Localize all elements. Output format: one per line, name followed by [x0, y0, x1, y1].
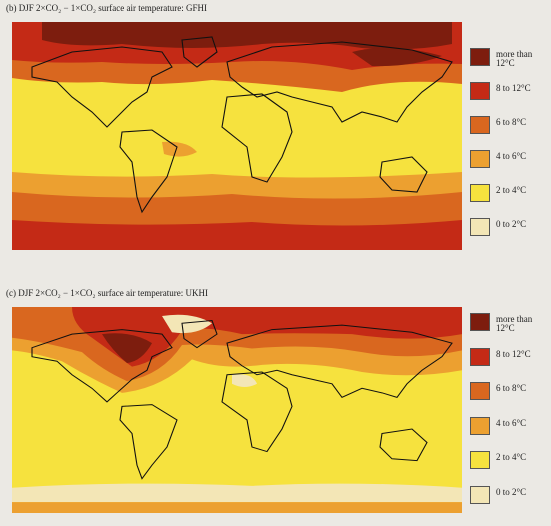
map-ukhi [12, 307, 462, 513]
legend-swatch [470, 451, 490, 470]
legend-label: 2 to 4°C [496, 452, 527, 463]
legend-label: 8 to 12°C [496, 348, 531, 359]
legend-label: 2 to 4°C [496, 185, 527, 195]
legend-swatch [470, 48, 490, 66]
legend-label: 6 to 8°C [496, 383, 527, 394]
legend-swatch [470, 382, 490, 401]
legend-label: more than 12°C [496, 314, 533, 333]
map-gfhi [12, 22, 462, 250]
legend-swatch [470, 486, 490, 504]
legend-label: 0 to 2°C [496, 219, 527, 229]
legend-label: 4 to 6°C [496, 151, 527, 161]
legend-swatch [470, 150, 490, 168]
legend-swatch [470, 184, 490, 202]
panel-title: (c) DJF 2×CO₂ − 1×CO₂ surface air temper… [6, 288, 208, 298]
legend-swatch [470, 82, 490, 100]
legend-label: 4 to 6°C [496, 417, 527, 428]
legend-swatch [470, 218, 490, 236]
legend-swatch [470, 313, 490, 331]
legend-swatch [470, 116, 490, 134]
panel-title: (b) DJF 2×CO₂ − 1×CO₂ surface air temper… [6, 3, 207, 13]
legend-swatch [470, 416, 490, 435]
legend-label: more than 12°C [496, 49, 533, 68]
legend-swatch [470, 347, 490, 366]
legend-label: 8 to 12°C [496, 83, 531, 93]
legend-label: 6 to 8°C [496, 117, 527, 127]
legend-label: 0 to 2°C [496, 487, 527, 497]
